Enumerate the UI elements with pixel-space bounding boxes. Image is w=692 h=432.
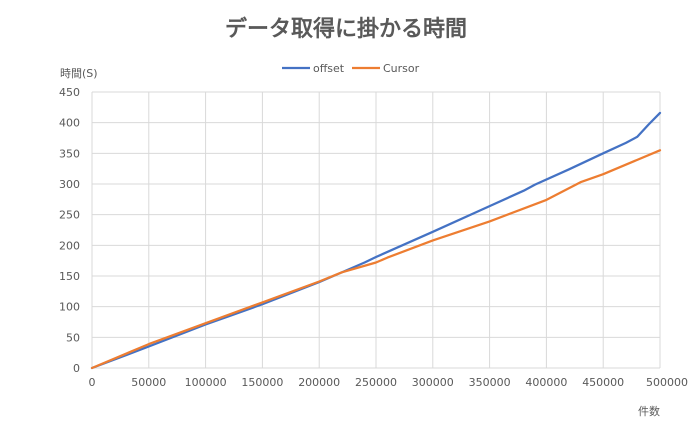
x-tick-label: 350000 [469,376,511,389]
y-tick-label: 350 [59,147,80,160]
legend: offset Cursor [282,62,420,75]
y-tick-label: 50 [66,331,80,344]
chart-title: データ取得に掛かる時間 [225,16,467,42]
y-tick-label: 450 [59,86,80,99]
x-tick-label: 50000 [131,376,166,389]
y-axis-tick-labels: 0 50 100 150 200 250 300 350 400 450 [59,86,80,375]
x-axis-title: 件数 [638,405,660,418]
x-tick-label: 150000 [241,376,283,389]
x-tick-label: 300000 [412,376,454,389]
series-line-offset [90,111,662,370]
gridlines [91,91,661,369]
series-line-cursor [90,149,662,370]
legend-label-cursor: Cursor [383,62,420,75]
y-tick-label: 400 [59,117,80,130]
x-tick-label: 450000 [582,376,624,389]
y-tick-label: 100 [59,301,80,314]
y-tick-label: 0 [73,362,80,375]
y-axis-title: 時間(S) [60,67,98,80]
y-tick-label: 150 [59,270,80,283]
series-lines [90,111,662,370]
x-tick-label: 400000 [525,376,567,389]
x-axis-tick-labels: 0 50000 100000 150000 200000 250000 300000 3500… [89,376,689,389]
x-tick-label: 100000 [185,376,227,389]
legend-label-offset: offset [313,62,345,75]
x-tick-label: 500000 [646,376,688,389]
y-tick-label: 250 [59,209,80,222]
x-tick-label: 250000 [355,376,397,389]
x-tick-label: 200000 [298,376,340,389]
y-tick-label: 200 [59,239,80,252]
y-tick-label: 300 [59,178,80,191]
x-tick-label: 0 [89,376,96,389]
